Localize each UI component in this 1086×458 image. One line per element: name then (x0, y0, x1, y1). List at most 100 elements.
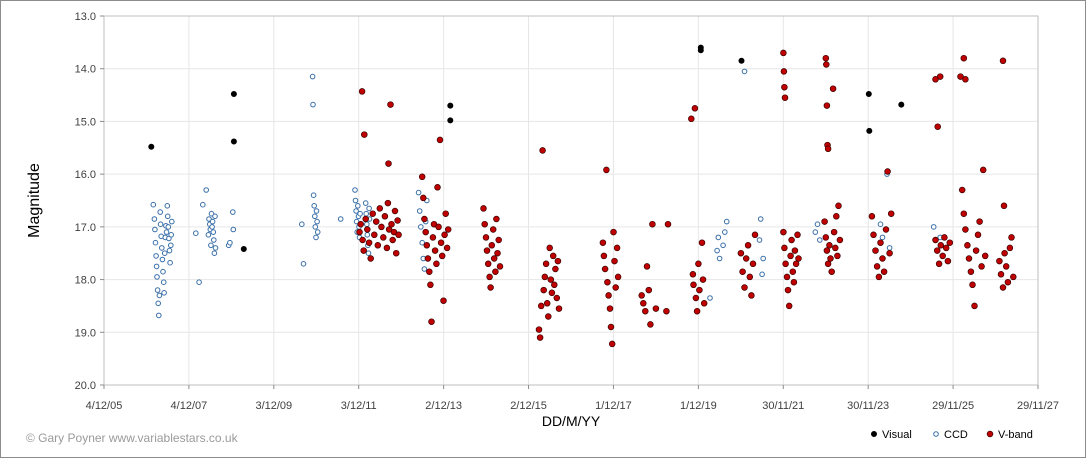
vband-point (421, 215, 428, 223)
vband-point (367, 255, 374, 262)
vband-point (699, 276, 707, 283)
vband-point (870, 231, 877, 239)
y-tick-label: 16.0 (75, 169, 96, 181)
vband-point (433, 260, 440, 268)
vband-point (423, 242, 431, 249)
vband-point (781, 83, 788, 91)
vband-point (1008, 234, 1015, 241)
vband-point (380, 234, 387, 241)
vband-point (824, 145, 832, 153)
vband-point (979, 166, 987, 174)
vband-point (795, 255, 802, 262)
vband-point (663, 307, 670, 315)
ccd-point (157, 209, 163, 215)
vband-point (741, 284, 748, 291)
vband-point (971, 302, 978, 310)
ccd-point (415, 189, 422, 196)
ccd-point (227, 239, 233, 246)
ccd-point (930, 224, 937, 230)
vband-point (933, 247, 941, 254)
legend-marker-visual (871, 430, 878, 437)
vband-point (442, 210, 449, 217)
ccd-point (310, 101, 316, 108)
vband-point (958, 186, 966, 194)
vband-point (481, 220, 488, 228)
vband-point (638, 292, 645, 299)
ccd-point (720, 242, 726, 249)
vband-point (827, 255, 834, 262)
ccd-point (313, 234, 319, 241)
vband-point (385, 160, 392, 167)
ccd-point (352, 197, 359, 204)
vband-point (441, 231, 448, 239)
ccd-point (814, 221, 821, 227)
vband-point (541, 273, 549, 281)
ccd-point (161, 290, 167, 296)
vband-point (613, 244, 621, 252)
vband-point (545, 313, 552, 320)
x-tick-label: 1/12/17 (595, 400, 632, 412)
vband-point (696, 286, 703, 294)
vband-point (640, 300, 647, 307)
vband-point (389, 236, 396, 244)
vband-point (744, 242, 752, 249)
vband-point (539, 147, 546, 154)
x-tick-label: 2/12/15 (510, 400, 547, 412)
ccd-point (314, 218, 320, 225)
visual-point (738, 57, 745, 64)
vband-point (484, 260, 492, 268)
vband-point (939, 252, 946, 260)
ccd-point (366, 205, 372, 212)
ccd-point (741, 68, 748, 75)
ccd-point (156, 292, 163, 299)
vband-point (962, 226, 969, 233)
ccd-point (760, 255, 767, 262)
ccd-point (310, 192, 317, 198)
ccd-point (313, 208, 320, 214)
y-tick-label: 17.0 (75, 222, 96, 234)
ccd-point (314, 229, 321, 235)
vband-point (692, 294, 700, 302)
vband-point (751, 231, 759, 239)
data-points (148, 44, 1017, 348)
vband-point (542, 260, 550, 268)
ccd-point (163, 229, 170, 235)
vband-point (792, 260, 800, 268)
vband-point (376, 205, 384, 212)
ccd-point (168, 232, 174, 238)
ccd-point (311, 203, 318, 209)
vband-point (835, 202, 842, 210)
vband-point (969, 281, 976, 289)
ccd-point (723, 218, 730, 225)
vband-point (879, 255, 886, 262)
ccd-point (160, 268, 166, 275)
ccd-point (200, 201, 206, 208)
vband-point (941, 234, 948, 241)
vband-point (880, 268, 888, 275)
vband-point (388, 220, 395, 228)
vband-point (737, 249, 745, 257)
ccd-point (299, 221, 305, 227)
vband-point (535, 326, 543, 333)
ccd-point (211, 237, 217, 243)
x-tick-label: 30/11/21 (762, 400, 804, 412)
vband-point (999, 57, 1007, 65)
ccd-point (418, 224, 424, 230)
vband-point (604, 278, 611, 286)
ccd-point (877, 221, 884, 227)
x-axis-title: DD/M/YY (542, 413, 601, 429)
vband-point (600, 252, 608, 260)
vband-point (784, 286, 792, 294)
vband-point (664, 220, 672, 228)
vband-point (614, 273, 622, 281)
ccd-point (167, 259, 173, 266)
vband-point (882, 226, 890, 233)
vband-point (649, 220, 656, 228)
vband-point (789, 268, 797, 275)
legend-marker-vband (986, 430, 994, 438)
vband-point (605, 292, 612, 299)
vband-point (429, 234, 437, 241)
vband-point (999, 284, 1007, 291)
vband-point (981, 252, 989, 260)
vband-point (823, 247, 831, 254)
